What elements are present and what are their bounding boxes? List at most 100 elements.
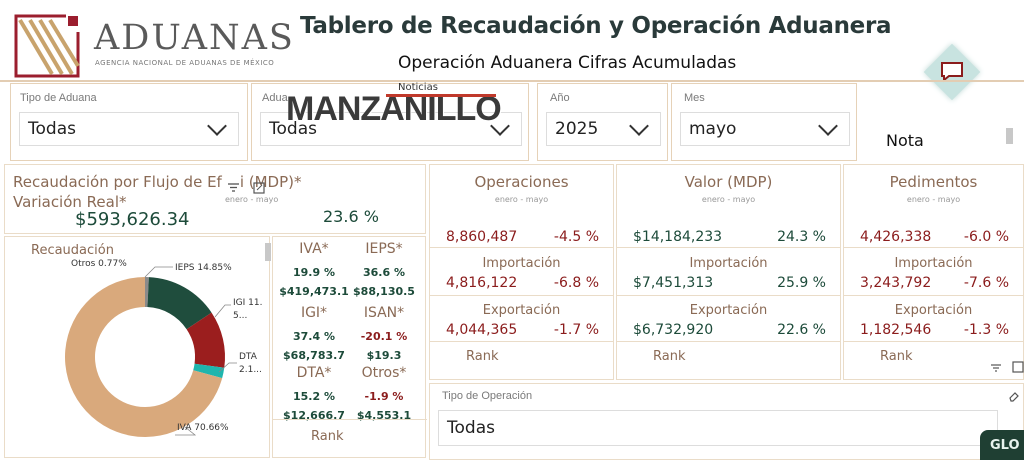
filter-tipo-aduana: Tipo de Aduana Todas [10,83,248,161]
filter-icon[interactable] [227,182,240,193]
logo-text: ADUANAS [94,18,295,58]
kpi-rank[interactable]: Rank [653,349,686,364]
kpi-title: Operaciones [474,173,569,191]
tax-rank-label[interactable]: Rank [311,429,344,444]
tax-variation: 37.4 % [293,330,335,343]
kpi-import-value: $7,451,313 [633,275,714,291]
tax-variation: -20.1 % [360,330,408,343]
kpi-card-0: Operaciones enero - mayo 8,860,487 -4.5 % Im… [429,164,614,380]
nota-label: Nota [886,131,924,150]
dropdown-value: Todas [269,119,317,139]
tax-variation: 36.6 % [363,266,405,279]
tax-name: ISAN* [363,305,405,321]
comment-button[interactable] [923,43,981,101]
aduana-dropdown[interactable]: Todas [260,112,522,146]
donut-title: Recaudación [31,243,114,258]
donut-card: Recaudación Otros 0.77% IEPS 14.85% IGI … [4,236,270,458]
donut-label-igi: IGI 11.5... [233,297,263,323]
kpi-import-value: 3,243,792 [860,275,932,291]
donut-slice-ieps[interactable] [147,277,212,330]
tax-amount: $419,473.1 [279,285,349,298]
expand-icon[interactable] [1012,361,1024,373]
scrollbar-thumb[interactable] [1006,128,1013,144]
filter-label: Año [550,92,570,104]
tax-amount: $88,130.5 [353,285,415,298]
tax-card: IVA* 19.9 % $419,473.1 IEPS* 36.6 % $88,130.5… [265,236,427,458]
kpi-divider [430,341,613,342]
kpi-export-value: $6,732,920 [633,322,714,338]
anio-dropdown[interactable]: 2025 [546,112,661,146]
mes-dropdown[interactable]: mayo [680,112,850,146]
kpi-divider [844,341,1023,342]
kpi-export-label: Exportación [689,303,768,318]
donut-slice-dta[interactable] [193,363,225,379]
kpi-card-1: Valor (MDP) enero - mayo $14,184,233 24.3 %… [616,164,841,380]
donut-leader-line [144,266,173,278]
kpi-total: 8,860,487 [446,229,518,245]
recaudacion-title-text: Recaudación por Flujo de Ef [13,173,222,191]
donut-slice-iva[interactable] [65,277,223,437]
kpi-import-variation: 25.9 % [777,275,826,291]
kpi-rank[interactable]: Rank [466,349,499,364]
kpi-rank[interactable]: Rank [880,349,913,364]
chevron-down-icon [629,116,649,136]
scrollbar-thumb[interactable] [265,243,271,261]
recaudacion-total: $593,626.34 [75,209,190,230]
tipo-operacion-label: Tipo de Operación [442,390,533,402]
filter-label: Tipo de Aduana [20,92,97,104]
kpi-export-variation: -1.7 % [553,322,599,338]
tax-name: IGI* [300,305,328,321]
kpi-export-variation: 22.6 % [777,322,826,338]
kpi-import-variation: -6.8 % [553,275,599,291]
kpi-export-value: 1,182,546 [860,322,932,338]
kpi-period: enero - mayo [494,195,549,204]
donut-label-ieps: IEPS 14.85% [175,263,232,273]
kpi-divider [430,247,613,248]
kpi-import-label: Importación [689,256,768,271]
tax-name: DTA* [296,365,332,381]
recaudacion-subtitle: Variación Real* [13,193,127,211]
donut-label-otros: Otros 0.77% [71,259,127,269]
recaudacion-period: enero - mayo [225,195,279,204]
donut-chart [65,266,237,437]
header-divider [0,80,1024,82]
expand-icon[interactable] [253,182,265,194]
kpi-period: enero - mayo [906,195,961,204]
chevron-down-icon [207,116,227,136]
kpi-total-variation: -6.0 % [963,229,1009,245]
kpi-total-variation: -4.5 % [553,229,599,245]
donut-slice-otros[interactable] [145,277,149,308]
kpi-import-value: 4,816,122 [446,275,518,291]
filter-anio: Año 2025 [537,83,668,161]
tax-name: IEPS* [365,241,403,257]
dropdown-value: Todas [447,418,495,438]
donut-slice-igi[interactable] [186,312,225,368]
tax-variation: 15.2 % [293,390,335,403]
kpi-import-label: Importación [482,256,561,271]
tax-name: Otros* [361,365,407,381]
filter-icon[interactable] [990,363,1002,373]
corner-badge-text: GLO [990,438,1020,453]
eraser-icon[interactable] [1008,390,1020,402]
donut-label-dta-text: DTA 2.1... [239,352,262,375]
chevron-down-icon [818,116,838,136]
filter-mes: Mes mayo [671,83,857,161]
page-subtitle: Operación Aduanera Cifras Acumuladas [398,53,737,73]
kpi-divider [844,295,1023,296]
watermark: Noticias MANZANILLO [286,80,516,128]
tipo-operacion-dropdown[interactable]: Todas [438,410,998,446]
kpi-export-label: Exportación [894,303,973,318]
page-title: Tablero de Recaudación y Operación Aduan… [300,13,892,39]
kpi-total: $14,184,233 [633,229,723,245]
recaudacion-title-tail: i (MDP)* [239,173,302,191]
kpi-divider [430,295,613,296]
filter-label: Mes [684,92,705,104]
tipo-aduana-dropdown[interactable]: Todas [19,112,239,146]
kpi-card-2: Pedimentos enero - mayo 4,426,338 -6.0 % Imp… [843,164,1024,380]
kpi-divider [617,295,840,296]
tax-variation: 19.9 % [293,266,335,279]
kpi-title: Pedimentos [889,173,978,191]
kpi-import-label: Importación [894,256,973,271]
kpi-divider [617,341,840,342]
kpi-total: 4,426,338 [860,229,932,245]
